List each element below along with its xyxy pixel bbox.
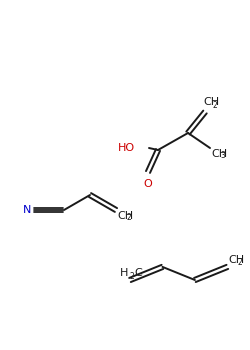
Text: H: H	[120, 268, 128, 278]
Text: HO: HO	[118, 143, 135, 153]
Text: CH: CH	[211, 149, 227, 159]
Text: CH: CH	[228, 255, 244, 265]
Text: 3: 3	[220, 152, 226, 161]
Text: O: O	[144, 179, 152, 189]
Text: 2: 2	[130, 272, 134, 281]
Text: CH: CH	[203, 97, 219, 107]
Text: C: C	[134, 268, 142, 278]
Text: 2: 2	[238, 258, 243, 267]
Text: 2: 2	[126, 214, 131, 223]
Text: N: N	[22, 205, 31, 215]
Text: 2: 2	[212, 100, 217, 110]
Text: CH: CH	[117, 211, 133, 221]
